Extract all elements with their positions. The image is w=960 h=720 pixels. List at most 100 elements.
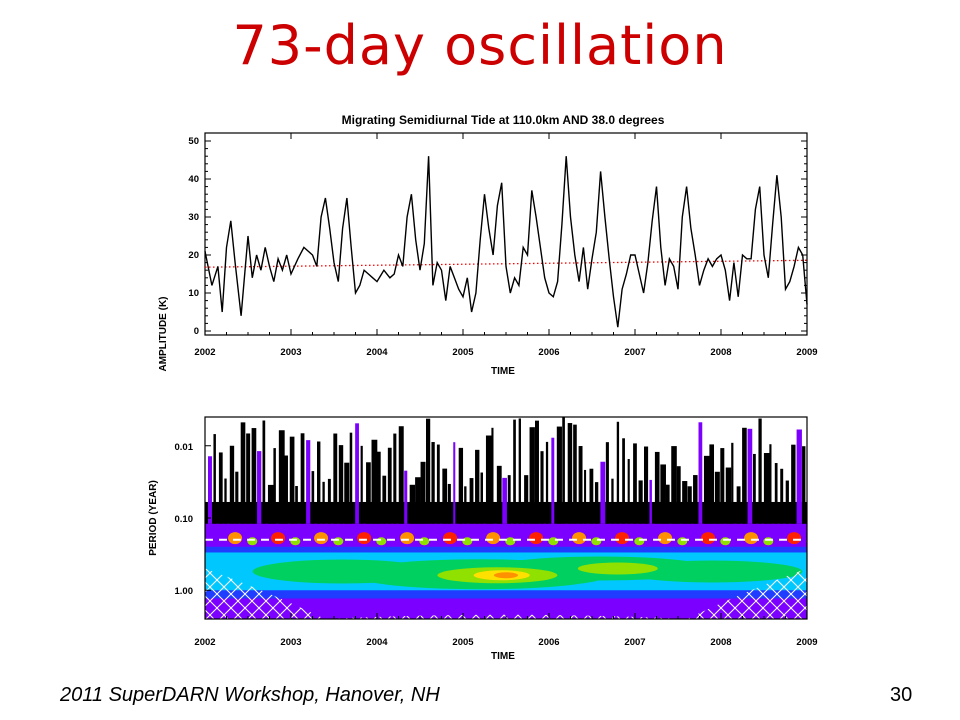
wavelet-spike [480, 472, 484, 524]
wavelet-spike [257, 451, 262, 524]
x-tick-label: 2007 [624, 637, 645, 648]
wavelet-spike [627, 459, 630, 524]
x-axis-title: TIME [491, 366, 515, 377]
wavelet-spike [638, 480, 643, 524]
wavelet-spike [791, 444, 796, 524]
wavelet-spike [736, 486, 741, 524]
wavelet-spike [633, 443, 637, 524]
amplitude-time-series-chart: Migrating Semidiurnal Tide at 110.0km AN… [158, 113, 818, 377]
wavelet-spike [262, 420, 266, 524]
wavelet-spike [235, 471, 239, 524]
x-tick-label: 2003 [280, 347, 301, 358]
chart-title: Migrating Semidiurnal Tide at 110.0km AN… [342, 113, 665, 127]
wavelet-spike [317, 441, 321, 524]
wavelet-hotspot [744, 532, 759, 545]
wavelet-spike [431, 442, 435, 524]
wavelet-hotspot [314, 532, 329, 545]
wavelet-hotspot [615, 532, 630, 545]
wavelet-spike [453, 442, 456, 524]
x-tick-label: 2005 [452, 637, 474, 648]
wavelet-spike [785, 480, 789, 524]
wavelet-hotspot [443, 532, 458, 545]
wavelet-spike [616, 421, 620, 524]
wavelet-spike [698, 422, 703, 524]
wavelet-hotspot [247, 537, 258, 546]
x-tick-label: 2003 [280, 637, 301, 648]
wavelet-spike [594, 482, 599, 524]
wavelet-spike [382, 475, 387, 524]
wavelet-spike [333, 433, 338, 524]
y-tick-label: 0 [194, 326, 199, 337]
wavelet-spike [573, 424, 577, 524]
wavelet-spike [725, 467, 732, 524]
x-axis-title: TIME [491, 651, 515, 662]
wavelet-hotspot [548, 537, 559, 546]
wavelet-spike [306, 440, 311, 524]
slide-title: 73-day oscillation [232, 14, 728, 77]
x-tick-label: 2004 [366, 347, 388, 358]
wavelet-spike [218, 452, 223, 524]
wavelet-spike [240, 422, 246, 524]
wavelet-spike [513, 419, 516, 524]
wavelet-spike [687, 486, 692, 524]
x-tick-label: 2002 [194, 637, 215, 648]
wavelet-spike [267, 484, 274, 524]
wavelet-spike [660, 464, 666, 524]
wavelet-spike [584, 469, 587, 524]
footer-text: 2011 SuperDARN Workshop, Hanover, NH [60, 684, 440, 706]
wavelet-hotspot [763, 537, 774, 546]
y-tick-label: 0.01 [175, 442, 194, 453]
wavelet-spike [322, 481, 325, 524]
wavelet-spike [436, 444, 440, 524]
wavelet-hotspot [271, 532, 286, 545]
wavelet-spike [545, 441, 549, 524]
wavelet-spike [644, 446, 649, 524]
wavelet-spike [246, 433, 251, 524]
wavelet-spike [442, 468, 448, 524]
wavelet-spike [426, 418, 431, 524]
wavelet-spike [458, 447, 464, 524]
wavelet-hotspot [701, 532, 716, 545]
wavelet-hotspot [572, 532, 587, 545]
wavelet-hotspot [400, 532, 415, 545]
wavelet-blob [622, 560, 803, 583]
wavelet-spike [278, 430, 285, 524]
wavelet-spectrum-chart: 2002 2003 2004 2005 2006 2007 2008 2009 0.01 0.10… [148, 416, 818, 662]
wavelet-spike [578, 446, 583, 524]
wavelet-spike [284, 455, 288, 524]
wavelet-hotspot [787, 532, 802, 545]
wavelet-spike [758, 418, 762, 524]
y-axis-title: AMPLITUDE (K) [158, 297, 169, 372]
y-tick-label: 30 [188, 212, 199, 223]
wavelet-spike [524, 475, 529, 524]
wavelet-hotspot [357, 532, 372, 545]
wavelet-spike [469, 478, 474, 524]
x-tick-label: 2002 [194, 347, 215, 358]
wavelet-spike [355, 423, 359, 524]
wavelet-hotspot [529, 532, 544, 545]
wavelet-spike [676, 466, 681, 524]
wavelet-hotspot [419, 537, 430, 546]
wavelet-spike [485, 435, 492, 524]
wavelet-spike [327, 478, 331, 524]
y-tick-label: 40 [188, 174, 199, 185]
wavelet-spike [404, 470, 408, 524]
x-tick-label: 2008 [710, 347, 731, 358]
wavelet-spike [605, 442, 609, 524]
wavelet-spike [208, 456, 212, 524]
wavelet-spike [447, 483, 451, 524]
wavelet-hotspot [591, 537, 602, 546]
wavelet-spike [349, 432, 353, 524]
x-tick-label: 2009 [796, 347, 817, 358]
wavelet-spike [682, 481, 688, 524]
y-tick-label: 10 [188, 288, 199, 299]
wavelet-spike [224, 478, 227, 524]
cone-of-influence [205, 568, 807, 619]
wavelet-spike [802, 446, 806, 524]
wavelet-spike [496, 465, 502, 524]
wavelet-spike [747, 428, 753, 524]
wavelet-spike [393, 433, 397, 524]
wavelet-spike [763, 453, 770, 524]
wavelet-spike [371, 439, 378, 524]
wavelet-hotspot [228, 532, 243, 545]
